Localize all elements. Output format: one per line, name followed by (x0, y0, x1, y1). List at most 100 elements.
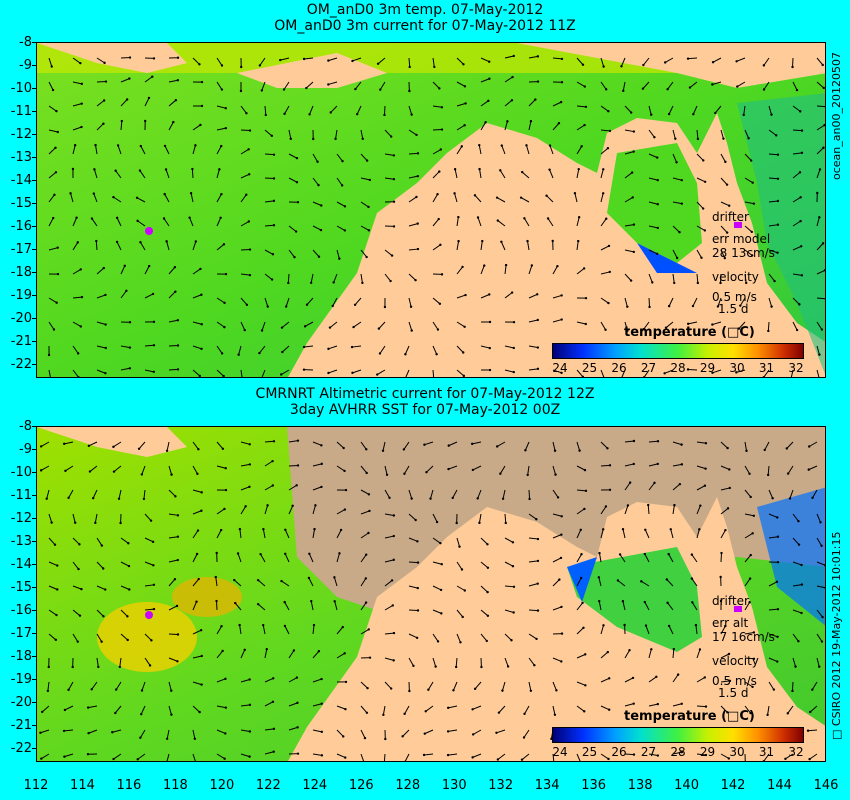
current-arrow-head (296, 464, 300, 467)
current-arrow (120, 367, 130, 371)
current-arrow-head (392, 534, 395, 538)
current-arrow (504, 585, 515, 588)
current-arrow (285, 297, 290, 307)
current-arrow-head (344, 707, 347, 711)
current-arrow (360, 729, 366, 739)
current-arrow (478, 145, 482, 155)
current-arrow-head (92, 192, 95, 195)
current-arrow-head (618, 553, 622, 556)
current-arrow-head (674, 137, 677, 140)
current-arrow (668, 553, 674, 563)
current-arrow-head (473, 687, 477, 691)
current-arrow-head (317, 255, 321, 258)
current-arrow-head (403, 712, 406, 716)
warm-anomaly-1 (97, 602, 197, 672)
current-arrow-head (536, 559, 540, 563)
current-arrow-head (344, 488, 348, 492)
current-arrow-head (256, 602, 260, 606)
current-arrow (264, 751, 274, 755)
current-arrow (504, 633, 512, 641)
current-arrow (521, 171, 530, 179)
current-arrow-head (363, 761, 365, 762)
current-arrow-head (471, 708, 474, 711)
current-arrow (144, 293, 154, 299)
current-arrow-head (436, 640, 440, 643)
current-arrow-head (446, 706, 450, 710)
current-arrow (787, 705, 794, 714)
current-arrow-head (463, 124, 466, 127)
current-arrow-head (102, 615, 105, 618)
y-tick-mark (32, 65, 36, 66)
current-arrow (352, 345, 362, 348)
current-arrow-head (104, 293, 107, 297)
x-tick-label: 122 (255, 778, 281, 793)
current-arrow (624, 505, 629, 515)
current-arrow (96, 100, 105, 107)
current-arrow (96, 657, 99, 667)
current-arrow-head (376, 62, 380, 65)
current-arrow-head (794, 665, 797, 668)
current-arrow-head (327, 347, 330, 351)
current-arrow-head (272, 177, 276, 180)
top-err-label: err model (712, 232, 771, 246)
current-arrow (96, 609, 104, 617)
current-arrow-head (320, 754, 324, 757)
current-arrow (720, 465, 730, 470)
current-arrow (744, 554, 752, 563)
current-arrow-head (438, 170, 441, 173)
x-tick-label: 120 (209, 778, 235, 793)
y-tick-mark (32, 495, 36, 496)
current-arrow (768, 681, 775, 690)
current-arrow-head (560, 81, 564, 84)
current-arrow-head (642, 63, 645, 67)
current-arrow (768, 633, 778, 638)
current-arrow-head (776, 177, 780, 180)
current-arrow-head (584, 105, 588, 109)
current-arrow-head (535, 637, 538, 641)
colorbar-tick-label: 28 (670, 745, 686, 759)
current-arrow (360, 532, 369, 539)
current-arrow-head (667, 112, 671, 116)
current-arrow-head (471, 468, 475, 472)
current-arrow-head (602, 65, 605, 68)
current-arrow (648, 225, 658, 229)
current-arrow (454, 169, 458, 179)
current-arrow (312, 678, 322, 683)
current-arrow (648, 153, 658, 159)
current-arrow-head (384, 737, 387, 741)
current-arrow-head (289, 137, 292, 141)
current-arrow (216, 105, 226, 109)
current-arrow (240, 729, 250, 732)
current-arrow (816, 297, 825, 300)
current-arrow (261, 321, 266, 331)
current-arrow (666, 579, 674, 587)
current-arrow (96, 294, 106, 299)
current-arrow-head (632, 150, 635, 153)
current-arrow (288, 505, 294, 515)
y-tick-mark (32, 679, 36, 680)
top-current-arrows (47, 54, 825, 377)
current-arrow-head (573, 192, 577, 195)
current-arrow (744, 657, 755, 660)
current-arrow (88, 705, 98, 709)
current-arrow-head (256, 578, 260, 582)
current-arrow-head (425, 470, 428, 474)
current-arrow-head (100, 640, 103, 643)
current-arrow-head (480, 665, 483, 669)
current-arrow-head (673, 503, 676, 507)
current-arrow-head (720, 551, 723, 555)
current-arrow-head (220, 192, 223, 196)
current-arrow-head (496, 219, 500, 222)
current-arrow (288, 225, 297, 232)
current-arrow (600, 81, 607, 90)
current-arrow (687, 57, 698, 60)
current-arrow-head (223, 507, 226, 511)
current-arrow-head (334, 137, 337, 141)
current-arrow (284, 105, 290, 115)
current-arrow (72, 537, 80, 545)
current-arrow (192, 321, 202, 325)
current-arrow-head (355, 112, 359, 116)
current-arrow (116, 241, 122, 251)
current-arrow-head (248, 463, 252, 466)
current-arrow-head (136, 758, 139, 761)
